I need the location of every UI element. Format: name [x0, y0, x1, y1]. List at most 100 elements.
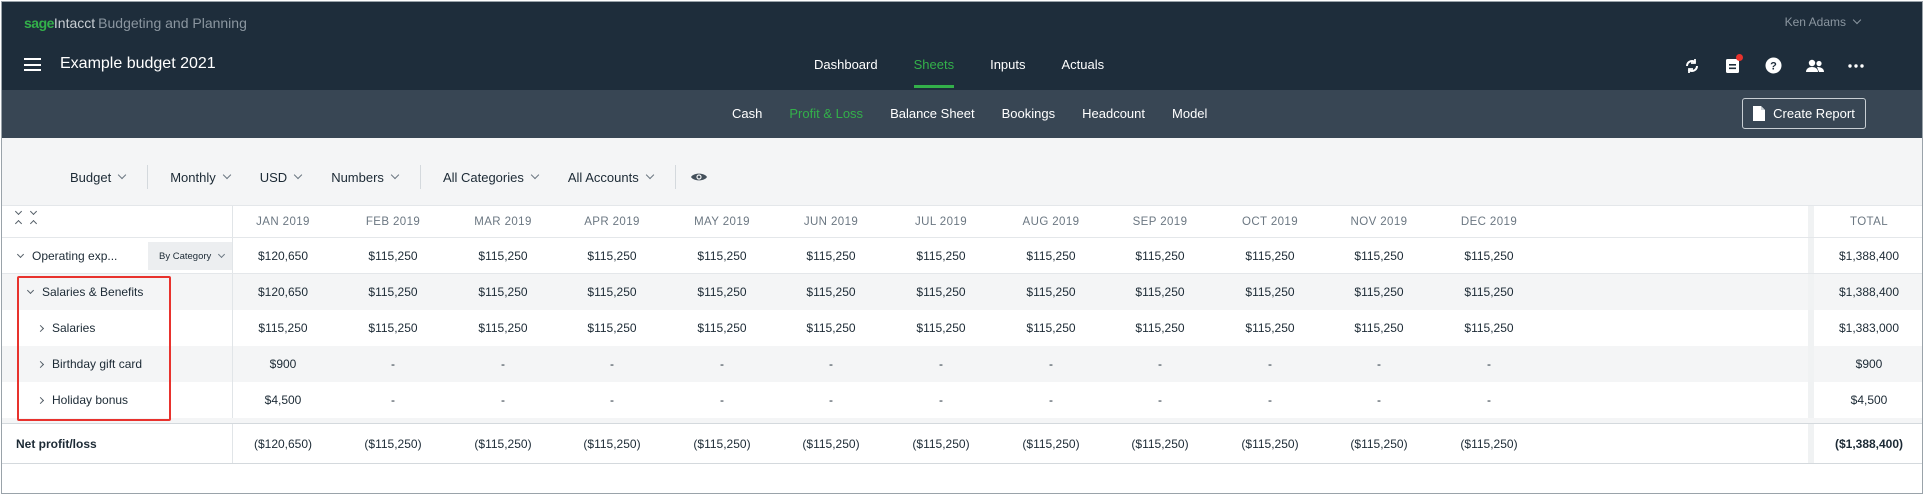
categories-dropdown[interactable]: All Categories — [443, 170, 540, 185]
row-label[interactable]: Salaries — [2, 310, 232, 346]
value-cell[interactable]: - — [720, 357, 724, 371]
value-cell[interactable]: $115,250 — [478, 285, 528, 299]
value-cell[interactable]: $115,250 — [697, 321, 747, 335]
chevron-right-icon[interactable] — [36, 396, 45, 404]
tab-balance-sheet[interactable]: Balance Sheet — [890, 106, 975, 121]
value-cell[interactable]: ($115,250) — [364, 436, 422, 451]
row-label[interactable]: Salaries & Benefits — [2, 274, 232, 310]
value-cell[interactable]: $900 — [269, 357, 297, 371]
value-cell[interactable]: ($120,650) — [253, 436, 313, 451]
value-cell[interactable]: - — [1049, 393, 1053, 407]
month-header[interactable]: JUL 2019 — [914, 215, 967, 228]
value-cell[interactable]: ($115,250) — [693, 436, 751, 451]
value-cell[interactable]: - — [1377, 393, 1381, 407]
value-cell[interactable]: $120,650 — [257, 248, 309, 263]
tab-cash[interactable]: Cash — [732, 106, 763, 121]
value-cell[interactable]: $115,250 — [1245, 248, 1295, 263]
clipboard-icon[interactable] — [1722, 54, 1743, 76]
group-by-dropdown[interactable]: By Category — [148, 242, 232, 270]
value-cell[interactable]: - — [501, 357, 505, 371]
collapse-level-icon[interactable] — [29, 219, 38, 228]
month-header[interactable]: APR 2019 — [584, 215, 640, 228]
value-cell[interactable]: $115,250 — [806, 248, 856, 263]
value-cell[interactable]: $115,250 — [1135, 321, 1185, 335]
more-icon[interactable] — [1845, 55, 1866, 76]
value-cell[interactable]: ($115,250) — [1460, 436, 1518, 451]
value-cell[interactable]: $115,250 — [1245, 321, 1295, 335]
help-icon[interactable]: ? — [1763, 55, 1784, 76]
chevron-right-icon[interactable] — [36, 360, 45, 368]
value-cell[interactable]: - — [939, 357, 943, 371]
value-cell[interactable]: $115,250 — [587, 248, 637, 263]
value-cell[interactable]: - — [391, 393, 395, 407]
value-cell[interactable]: $115,250 — [587, 285, 637, 299]
value-cell[interactable]: $115,250 — [368, 285, 418, 299]
month-header[interactable]: JAN 2019 — [256, 215, 310, 228]
value-cell[interactable]: $120,650 — [257, 285, 309, 299]
value-cell[interactable]: $115,250 — [587, 321, 637, 335]
value-cell[interactable]: ($115,250) — [1241, 436, 1299, 451]
month-header[interactable]: MAR 2019 — [474, 215, 532, 228]
value-cell[interactable]: $115,250 — [1354, 285, 1404, 299]
value-cell[interactable]: $115,250 — [1135, 285, 1185, 299]
value-cell[interactable]: ($115,250) — [1022, 436, 1080, 451]
value-cell[interactable]: $115,250 — [1464, 248, 1514, 263]
users-icon[interactable] — [1804, 55, 1825, 76]
value-cell[interactable]: - — [720, 393, 724, 407]
value-cell[interactable]: - — [501, 393, 505, 407]
value-cell[interactable]: $115,250 — [368, 321, 418, 335]
collapse-all-icon[interactable] — [14, 219, 23, 228]
create-report-button[interactable]: Create Report — [1742, 98, 1866, 129]
value-cell[interactable]: ($115,250) — [1131, 436, 1189, 451]
value-cell[interactable]: - — [1158, 393, 1162, 407]
month-header[interactable]: FEB 2019 — [365, 215, 421, 228]
value-cell[interactable]: $115,250 — [1354, 321, 1404, 335]
value-cell[interactable]: - — [1487, 357, 1491, 371]
value-cell[interactable]: $115,250 — [916, 248, 966, 263]
value-cell[interactable]: $4,500 — [264, 393, 302, 407]
value-cell[interactable]: $115,250 — [368, 248, 418, 263]
value-cell[interactable]: ($115,250) — [474, 436, 532, 451]
value-cell[interactable]: - — [1049, 357, 1053, 371]
value-cell[interactable]: $115,250 — [1026, 285, 1076, 299]
value-cell[interactable]: $115,250 — [478, 248, 528, 263]
month-header[interactable]: AUG 2019 — [1022, 215, 1080, 228]
value-cell[interactable]: $115,250 — [1464, 321, 1514, 335]
currency-dropdown[interactable]: USD — [260, 170, 303, 185]
tab-headcount[interactable]: Headcount — [1082, 106, 1146, 121]
month-header[interactable]: DEC 2019 — [1460, 215, 1518, 228]
tab-model[interactable]: Model — [1172, 106, 1208, 121]
value-cell[interactable]: $115,250 — [1354, 248, 1404, 263]
value-cell[interactable]: - — [1158, 357, 1162, 371]
nav-inputs[interactable]: Inputs — [990, 57, 1026, 72]
value-cell[interactable]: - — [1487, 393, 1491, 407]
value-cell[interactable]: - — [610, 393, 614, 407]
value-cell[interactable]: $115,250 — [1245, 285, 1295, 299]
value-cell[interactable]: ($115,250) — [802, 436, 860, 451]
month-header[interactable]: OCT 2019 — [1241, 215, 1299, 228]
nav-dashboard[interactable]: Dashboard — [814, 57, 878, 72]
scenario-dropdown[interactable]: Budget — [70, 170, 127, 185]
value-cell[interactable]: $115,250 — [1026, 321, 1076, 335]
value-cell[interactable]: - — [610, 357, 614, 371]
value-cell[interactable]: $115,250 — [1135, 248, 1185, 263]
month-header[interactable]: NOV 2019 — [1350, 215, 1408, 228]
nav-actuals[interactable]: Actuals — [1061, 57, 1105, 72]
value-cell[interactable]: $115,250 — [806, 285, 856, 299]
accounts-dropdown[interactable]: All Accounts — [568, 170, 654, 185]
format-dropdown[interactable]: Numbers — [331, 170, 400, 185]
value-cell[interactable]: ($115,250) — [583, 436, 641, 451]
period-dropdown[interactable]: Monthly — [170, 170, 231, 185]
tab-profit-loss[interactable]: Profit & Loss — [789, 106, 864, 121]
value-cell[interactable]: $115,250 — [1464, 285, 1514, 299]
month-header[interactable]: JUN 2019 — [803, 215, 859, 228]
value-cell[interactable]: - — [1268, 357, 1272, 371]
value-cell[interactable]: $115,250 — [697, 285, 747, 299]
sync-icon[interactable] — [1681, 55, 1702, 76]
tab-bookings[interactable]: Bookings — [1001, 106, 1056, 121]
chevron-down-icon[interactable] — [16, 250, 25, 258]
value-cell[interactable]: - — [939, 393, 943, 407]
value-cell[interactable]: - — [829, 393, 833, 407]
user-menu[interactable]: Ken Adams — [1785, 15, 1862, 29]
value-cell[interactable]: $115,250 — [478, 321, 528, 335]
